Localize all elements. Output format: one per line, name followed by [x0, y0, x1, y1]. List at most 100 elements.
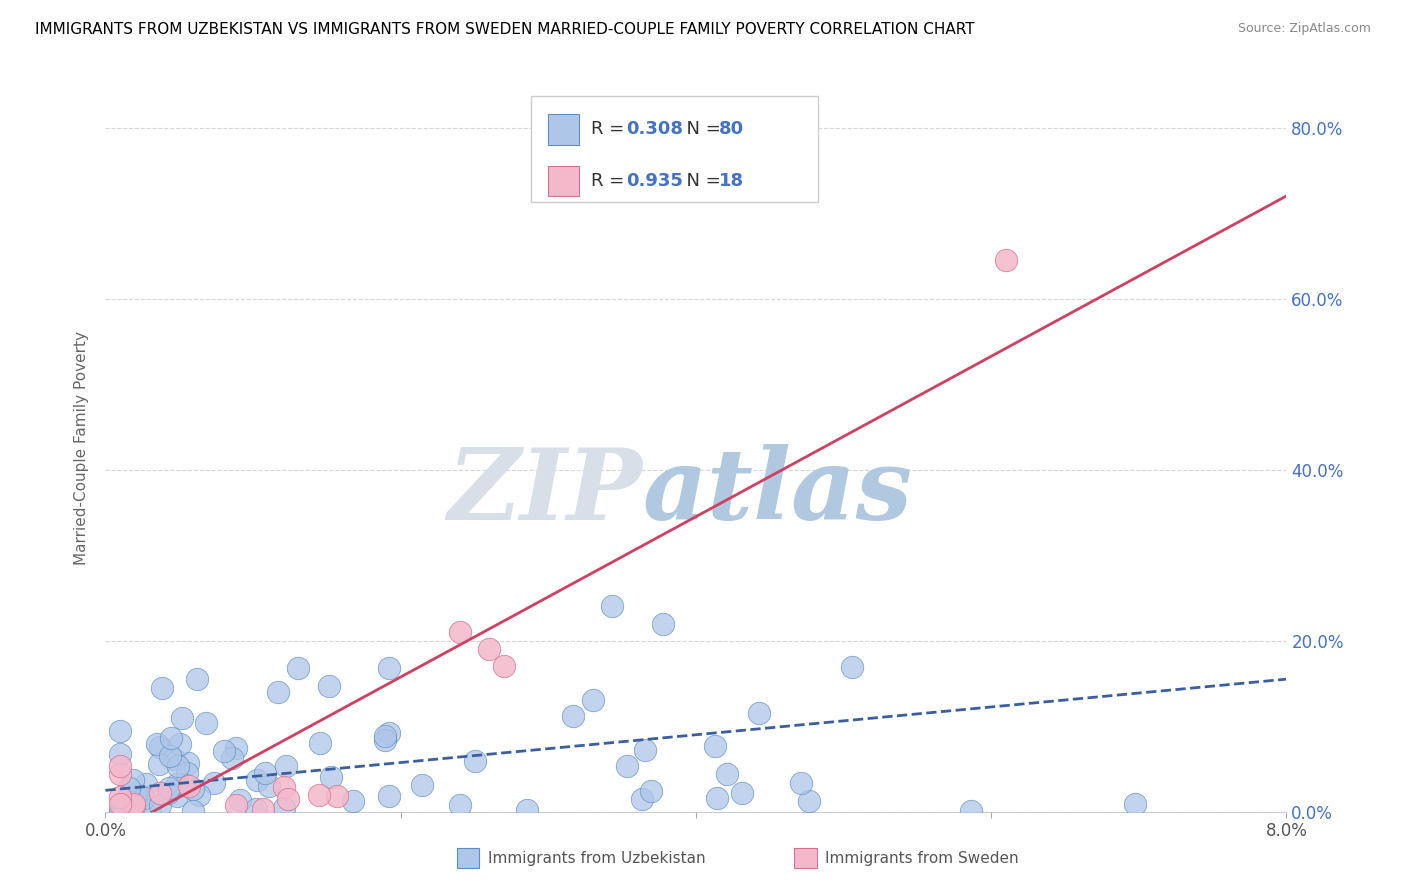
Point	[149, 797, 172, 812]
Text: 80: 80	[718, 120, 744, 138]
Point	[110, 797, 132, 811]
Point	[194, 715, 217, 730]
Text: Immigrants from Sweden: Immigrants from Sweden	[825, 851, 1019, 865]
Point	[132, 790, 155, 805]
Point	[181, 781, 204, 796]
Point	[229, 793, 252, 807]
Point	[799, 794, 821, 808]
Point	[308, 789, 330, 803]
Point	[177, 779, 200, 793]
Point	[478, 642, 501, 657]
Point	[748, 706, 770, 720]
Point	[167, 758, 190, 772]
Point	[166, 777, 188, 791]
Point	[411, 778, 433, 792]
Point	[166, 789, 188, 803]
Text: IMMIGRANTS FROM UZBEKISTAN VS IMMIGRANTS FROM SWEDEN MARRIED-COUPLE FAMILY POVER: IMMIGRANTS FROM UZBEKISTAN VS IMMIGRANTS…	[35, 22, 974, 37]
Text: N =: N =	[675, 120, 727, 138]
Point	[277, 791, 299, 805]
Point	[221, 750, 243, 764]
Point	[150, 681, 173, 695]
Point	[122, 797, 145, 812]
Point	[960, 804, 983, 818]
Point	[449, 798, 471, 813]
Point	[135, 777, 157, 791]
Point	[110, 766, 132, 780]
Point	[995, 253, 1018, 268]
Point	[790, 776, 813, 790]
Point	[706, 790, 728, 805]
Point	[172, 711, 194, 725]
Point	[110, 805, 132, 819]
Point	[309, 736, 332, 750]
Point	[561, 709, 583, 723]
Point	[449, 625, 471, 640]
Point	[139, 803, 162, 817]
Text: N =: N =	[675, 172, 727, 190]
Point	[225, 797, 247, 812]
Point	[186, 672, 208, 686]
Point	[600, 599, 623, 614]
Point	[148, 756, 170, 771]
Point	[122, 798, 145, 813]
Point	[273, 780, 295, 794]
Point	[149, 740, 172, 755]
Point	[704, 739, 727, 754]
Point	[273, 800, 295, 814]
Point	[176, 766, 198, 780]
Point	[374, 729, 396, 743]
Text: 0.935: 0.935	[626, 172, 682, 190]
Point	[318, 680, 340, 694]
Point	[202, 776, 225, 790]
Point	[287, 661, 309, 675]
Point	[110, 724, 132, 739]
Point	[214, 743, 236, 757]
Text: Source: ZipAtlas.com: Source: ZipAtlas.com	[1237, 22, 1371, 36]
Point	[146, 737, 169, 751]
Point	[274, 759, 297, 773]
Point	[651, 616, 673, 631]
Point	[259, 780, 281, 794]
Text: R =: R =	[591, 172, 630, 190]
Point	[321, 770, 343, 784]
Point	[1123, 797, 1146, 812]
Point	[188, 788, 211, 802]
Point	[149, 786, 172, 800]
Point	[731, 785, 754, 799]
Text: 18: 18	[718, 172, 744, 190]
Point	[326, 789, 349, 804]
Point	[377, 789, 399, 804]
Point	[634, 743, 657, 757]
Point	[378, 726, 401, 740]
Point	[516, 803, 538, 817]
Point	[169, 737, 191, 751]
Point	[125, 787, 148, 801]
Point	[110, 802, 132, 816]
Point	[342, 794, 364, 808]
Point	[464, 754, 486, 768]
Point	[252, 802, 274, 816]
Point	[174, 778, 197, 792]
Point	[111, 797, 134, 811]
Point	[131, 789, 153, 803]
Point	[157, 781, 180, 796]
Point	[162, 752, 184, 766]
Text: atlas: atlas	[643, 443, 912, 540]
Point	[157, 786, 180, 800]
Point	[118, 780, 141, 795]
Point	[616, 759, 638, 773]
Point	[159, 749, 181, 764]
Text: Immigrants from Uzbekistan: Immigrants from Uzbekistan	[488, 851, 706, 865]
Y-axis label: Married-Couple Family Poverty: Married-Couple Family Poverty	[75, 331, 90, 566]
Text: 0.308: 0.308	[626, 120, 683, 138]
Point	[267, 685, 290, 699]
Point	[374, 733, 396, 747]
Point	[631, 791, 654, 805]
Point	[122, 798, 145, 813]
Point	[225, 741, 247, 756]
Point	[640, 784, 662, 798]
Text: R =: R =	[591, 120, 630, 138]
Point	[110, 747, 132, 761]
Point	[110, 789, 132, 804]
Point	[378, 661, 401, 675]
